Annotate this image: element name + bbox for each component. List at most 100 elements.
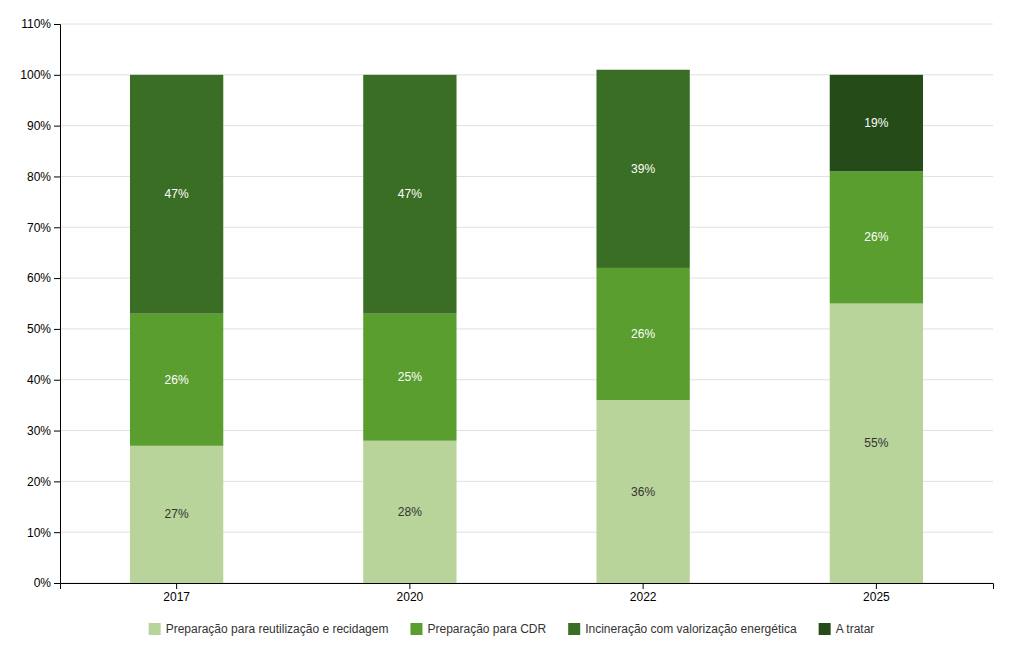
y-tick-label: 60% xyxy=(27,271,51,285)
y-tick-line xyxy=(54,431,60,432)
legend-item: Incineração com valorização energética xyxy=(568,622,797,636)
y-tick-line xyxy=(54,176,60,177)
bar-segment xyxy=(363,75,456,314)
data-label: 28% xyxy=(398,505,422,519)
y-tick-label: 90% xyxy=(27,119,51,133)
y-tick-line xyxy=(54,24,60,25)
y-tick-label: 30% xyxy=(27,424,51,438)
legend-swatch xyxy=(149,623,161,635)
legend-item: Preparação para CDR xyxy=(410,622,546,636)
legend-label: A tratar xyxy=(836,622,875,636)
x-tick-label: 2017 xyxy=(163,590,190,604)
x-tick: 2017 xyxy=(163,583,190,604)
bar-segment xyxy=(596,70,689,268)
legend-item: A tratar xyxy=(819,622,875,636)
y-tick: 50% xyxy=(27,322,60,336)
x-tick-line xyxy=(643,583,644,589)
data-label: 25% xyxy=(398,370,422,384)
x-tick-line xyxy=(876,583,877,589)
bar-segment xyxy=(830,75,923,172)
data-label: 55% xyxy=(864,436,888,450)
data-label: 36% xyxy=(631,485,655,499)
y-tick-label: 20% xyxy=(27,475,51,489)
data-label: 47% xyxy=(398,187,422,201)
y-tick: 0% xyxy=(34,576,60,590)
y-axis: 0% 10% 20% 30% 40% 50% 60% 70% 80% 90% 100% 110% xyxy=(20,17,60,590)
series xyxy=(130,70,690,314)
legend-swatch xyxy=(410,623,422,635)
bar-segment xyxy=(130,446,223,583)
bar-segment xyxy=(363,314,456,441)
bar-segment xyxy=(596,400,689,583)
series xyxy=(830,75,923,172)
data-label: 26% xyxy=(631,327,655,341)
legend-swatch xyxy=(819,623,831,635)
y-tick-label: 80% xyxy=(27,170,51,184)
y-tick-label: 10% xyxy=(27,526,51,540)
y-tick-label: 110% xyxy=(21,17,51,31)
y-tick: 30% xyxy=(27,424,60,438)
data-label: 26% xyxy=(864,230,888,244)
y-tick: 110% xyxy=(21,17,60,31)
y-tick-label: 50% xyxy=(27,322,51,336)
y-tick: 90% xyxy=(27,119,60,133)
y-tick-line xyxy=(54,380,60,381)
bar-segment xyxy=(830,304,923,584)
legend-label: Preparação para reutilização e recidagem xyxy=(166,622,389,636)
bar-segment xyxy=(130,74,223,75)
data-label: 19% xyxy=(864,116,888,130)
y-tick-line xyxy=(54,532,60,533)
y-tick-line xyxy=(54,583,60,584)
axis-domain xyxy=(61,584,994,590)
x-tick-label: 2020 xyxy=(397,590,424,604)
axis-domain xyxy=(54,25,61,584)
data-label: 39% xyxy=(631,162,655,176)
x-axis: 2017 2020 2022 2025 xyxy=(61,583,994,604)
y-tick-line xyxy=(54,481,60,482)
bar-segment xyxy=(596,69,689,70)
data-label: 27% xyxy=(165,507,189,521)
x-tick-line xyxy=(409,583,410,589)
x-tick-label: 2025 xyxy=(863,590,890,604)
x-tick: 2020 xyxy=(397,583,424,604)
bars xyxy=(130,70,923,583)
data-labels: 27% 28% 36% 55% 26% 25% 26% 26% 47% 47% 39% 19% xyxy=(165,116,889,521)
y-tick: 80% xyxy=(27,170,60,184)
bar-segment xyxy=(830,171,923,303)
y-tick: 70% xyxy=(27,221,60,235)
y-tick: 60% xyxy=(27,271,60,285)
data-label: 47% xyxy=(165,187,189,201)
x-tick-label: 2022 xyxy=(630,590,657,604)
bar-segment xyxy=(363,74,456,75)
y-tick-label: 0% xyxy=(34,576,52,590)
series xyxy=(130,304,923,584)
grid xyxy=(60,24,993,583)
bar-segment xyxy=(130,314,223,446)
y-tick-label: 40% xyxy=(27,373,51,387)
grid-line xyxy=(60,24,993,25)
bar-segment xyxy=(130,75,223,314)
y-tick-line xyxy=(54,126,60,127)
legend-label: Incineração com valorização energética xyxy=(585,622,797,636)
legend: Preparação para reutilização e recidagem… xyxy=(149,622,875,636)
y-tick: 20% xyxy=(27,475,60,489)
legend-label: Preparação para CDR xyxy=(427,622,546,636)
y-tick: 100% xyxy=(20,68,60,82)
x-tick-line xyxy=(176,583,177,589)
y-tick: 40% xyxy=(27,373,60,387)
legend-item: Preparação para reutilização e recidagem xyxy=(149,622,389,636)
y-tick-line xyxy=(54,227,60,228)
y-tick-label: 100% xyxy=(20,68,51,82)
x-tick: 2022 xyxy=(630,583,657,604)
plot: 27% 28% 36% 55% 26% 25% 26% 26% 47% 47% 39% 19% 2017… xyxy=(20,17,993,603)
chart: 27% 28% 36% 55% 26% 25% 26% 26% 47% 47% 39% 19% 2017… xyxy=(0,0,1023,663)
series xyxy=(130,171,923,445)
y-tick: 10% xyxy=(27,526,60,540)
y-tick-line xyxy=(54,329,60,330)
y-tick-label: 70% xyxy=(27,221,51,235)
x-tick: 2025 xyxy=(863,583,890,604)
y-tick-line xyxy=(54,278,60,279)
y-tick-line xyxy=(54,75,60,76)
data-label: 26% xyxy=(165,373,189,387)
legend-swatch xyxy=(568,623,580,635)
